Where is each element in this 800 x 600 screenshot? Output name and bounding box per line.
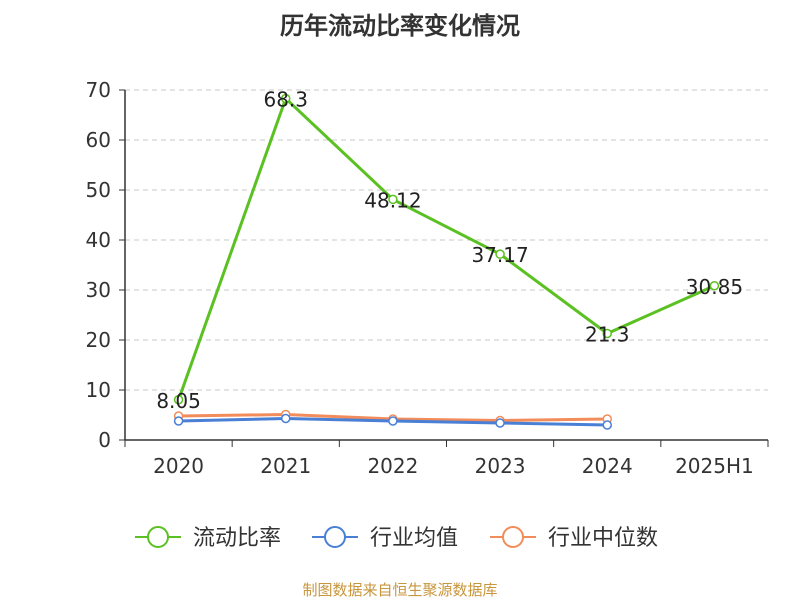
data-point [602,328,612,339]
data-label: 8.05 [156,389,201,413]
x-tick-label: 2025H1 [675,454,754,478]
legend-marker [324,526,346,548]
legend-label: 行业中位数 [548,526,658,551]
data-point [495,418,505,428]
data-label: 30.85 [686,275,743,299]
y-tick-label: 20 [86,328,111,352]
data-point [281,413,291,424]
data-point [495,249,505,259]
data-point [173,395,184,405]
data-point [281,93,291,104]
y-tick-label: 70 [86,78,111,102]
legend-marker [502,526,524,548]
data-point [602,420,612,430]
legend-label: 流动比率 [193,526,281,551]
chart-title: 历年流动比率变化情况 [280,12,520,40]
legend-marker [147,526,169,548]
data-label: 48.12 [364,188,421,212]
data-label: 21.3 [585,323,630,347]
data-label: 68.3 [263,88,308,112]
y-tick-label: 0 [98,428,111,452]
y-tick-label: 40 [86,228,111,252]
data-point [709,281,720,291]
data-point [388,194,398,205]
x-tick-label: 2022 [367,454,418,478]
legend-item: 流动比率 [135,526,281,551]
y-tick-label: 50 [86,178,111,202]
y-tick-label: 60 [86,128,111,152]
legend-item: 行业均值 [312,526,458,551]
x-tick-label: 2023 [475,454,526,478]
series-line [177,95,716,401]
data-point [173,416,184,426]
x-tick-label: 2024 [582,454,633,478]
x-tick-label: 2021 [260,454,311,478]
legend-item: 行业中位数 [490,526,658,551]
data-point [388,416,398,426]
y-tick-label: 30 [86,278,111,302]
y-tick-label: 10 [86,378,111,402]
data-label: 37.17 [471,243,528,267]
source-note: 制图数据来自恒生聚源数据库 [302,581,498,599]
x-tick-label: 2020 [153,454,204,478]
legend-label: 行业均值 [370,526,458,551]
